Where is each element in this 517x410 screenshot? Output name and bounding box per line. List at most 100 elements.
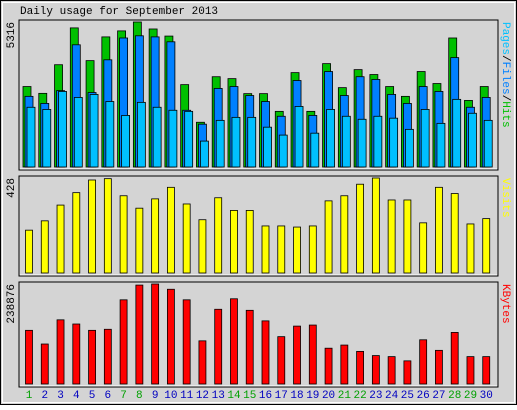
bar	[278, 134, 288, 168]
bar	[387, 356, 396, 385]
y-tick-label: 5316	[6, 22, 18, 48]
x-tick-label: 2	[41, 390, 48, 402]
bar	[452, 98, 462, 168]
bar	[56, 319, 65, 385]
bar	[72, 192, 81, 274]
x-tick-label: 30	[480, 390, 493, 402]
x-tick-label: 4	[73, 390, 80, 402]
bar	[119, 299, 128, 385]
bar	[294, 106, 304, 168]
bar	[435, 349, 443, 385]
chart-title: Daily usage for September 2013	[20, 6, 218, 18]
x-tick-label: 25	[401, 390, 414, 402]
bar	[482, 218, 491, 274]
bar	[200, 140, 209, 168]
x-tick-label: 12	[196, 390, 209, 402]
bar	[42, 109, 52, 168]
bar	[373, 115, 383, 168]
bar	[25, 329, 33, 385]
bar	[152, 106, 162, 168]
legend-separator: /	[499, 55, 511, 62]
legend-entry: Pages	[499, 22, 511, 55]
bar	[310, 132, 320, 168]
x-tick-label: 10	[164, 390, 177, 402]
bar	[482, 356, 491, 385]
bar	[166, 186, 175, 274]
x-tick-label: 7	[120, 390, 127, 402]
bar	[356, 183, 365, 274]
bar	[245, 210, 254, 274]
bar	[231, 116, 241, 168]
bar	[72, 323, 81, 385]
bar	[466, 223, 475, 274]
bar	[214, 308, 223, 385]
legend-separator: /	[499, 95, 511, 102]
x-tick-label: 3	[57, 390, 64, 402]
legend: Visits	[499, 178, 511, 218]
x-tick-label: 28	[448, 390, 461, 402]
bar	[40, 220, 49, 274]
legend-entry: KBytes	[499, 284, 511, 324]
legend-entry: Files	[499, 62, 511, 95]
bar	[404, 128, 414, 168]
bar	[73, 97, 83, 168]
bar	[308, 225, 317, 274]
bar	[56, 204, 65, 274]
bar	[466, 356, 475, 385]
bar	[119, 195, 128, 274]
bar	[277, 336, 286, 385]
bar	[340, 195, 349, 274]
bar	[214, 197, 223, 274]
legend: Pages/Files/Hits	[499, 22, 511, 128]
bar	[324, 347, 333, 385]
y-tick-label: 238876	[6, 284, 18, 324]
bar	[340, 344, 349, 385]
bar	[88, 179, 96, 274]
x-tick-label: 1	[26, 390, 33, 402]
bar	[324, 200, 333, 274]
legend: KBytes	[499, 284, 511, 324]
y-tick-label: 428	[6, 178, 18, 198]
bar	[263, 126, 272, 168]
bar	[403, 360, 412, 385]
bar	[419, 339, 428, 385]
bar	[247, 116, 257, 168]
bar	[420, 109, 430, 168]
x-tick-label: 21	[338, 390, 352, 402]
x-tick-label: 24	[385, 390, 399, 402]
bar	[166, 288, 175, 385]
bar	[89, 94, 99, 168]
bar	[308, 324, 317, 385]
bar	[215, 119, 225, 168]
bar	[261, 225, 270, 274]
x-tick-label: 16	[259, 390, 272, 402]
bar	[103, 328, 112, 385]
bar	[182, 299, 191, 385]
bar	[371, 177, 380, 274]
x-tick-label: 6	[105, 390, 112, 402]
panel	[18, 281, 499, 388]
frame	[2, 2, 515, 403]
bar	[419, 222, 428, 274]
bar	[168, 109, 178, 168]
bar	[468, 112, 477, 168]
bar	[435, 186, 443, 274]
x-tick-label: 13	[212, 390, 225, 402]
bar	[182, 203, 191, 274]
bar	[293, 226, 301, 274]
bar	[151, 283, 160, 385]
bar	[230, 298, 238, 385]
bar	[135, 284, 144, 385]
panel	[18, 175, 499, 277]
bar	[136, 101, 146, 168]
bar	[25, 229, 33, 274]
bar	[483, 119, 493, 168]
bar	[198, 219, 207, 274]
x-tick-label: 26	[417, 390, 430, 402]
bar	[356, 350, 365, 385]
bar	[357, 118, 367, 168]
bar	[58, 91, 67, 168]
x-tick-label: 18	[290, 390, 303, 402]
x-tick-label: 9	[152, 390, 159, 402]
